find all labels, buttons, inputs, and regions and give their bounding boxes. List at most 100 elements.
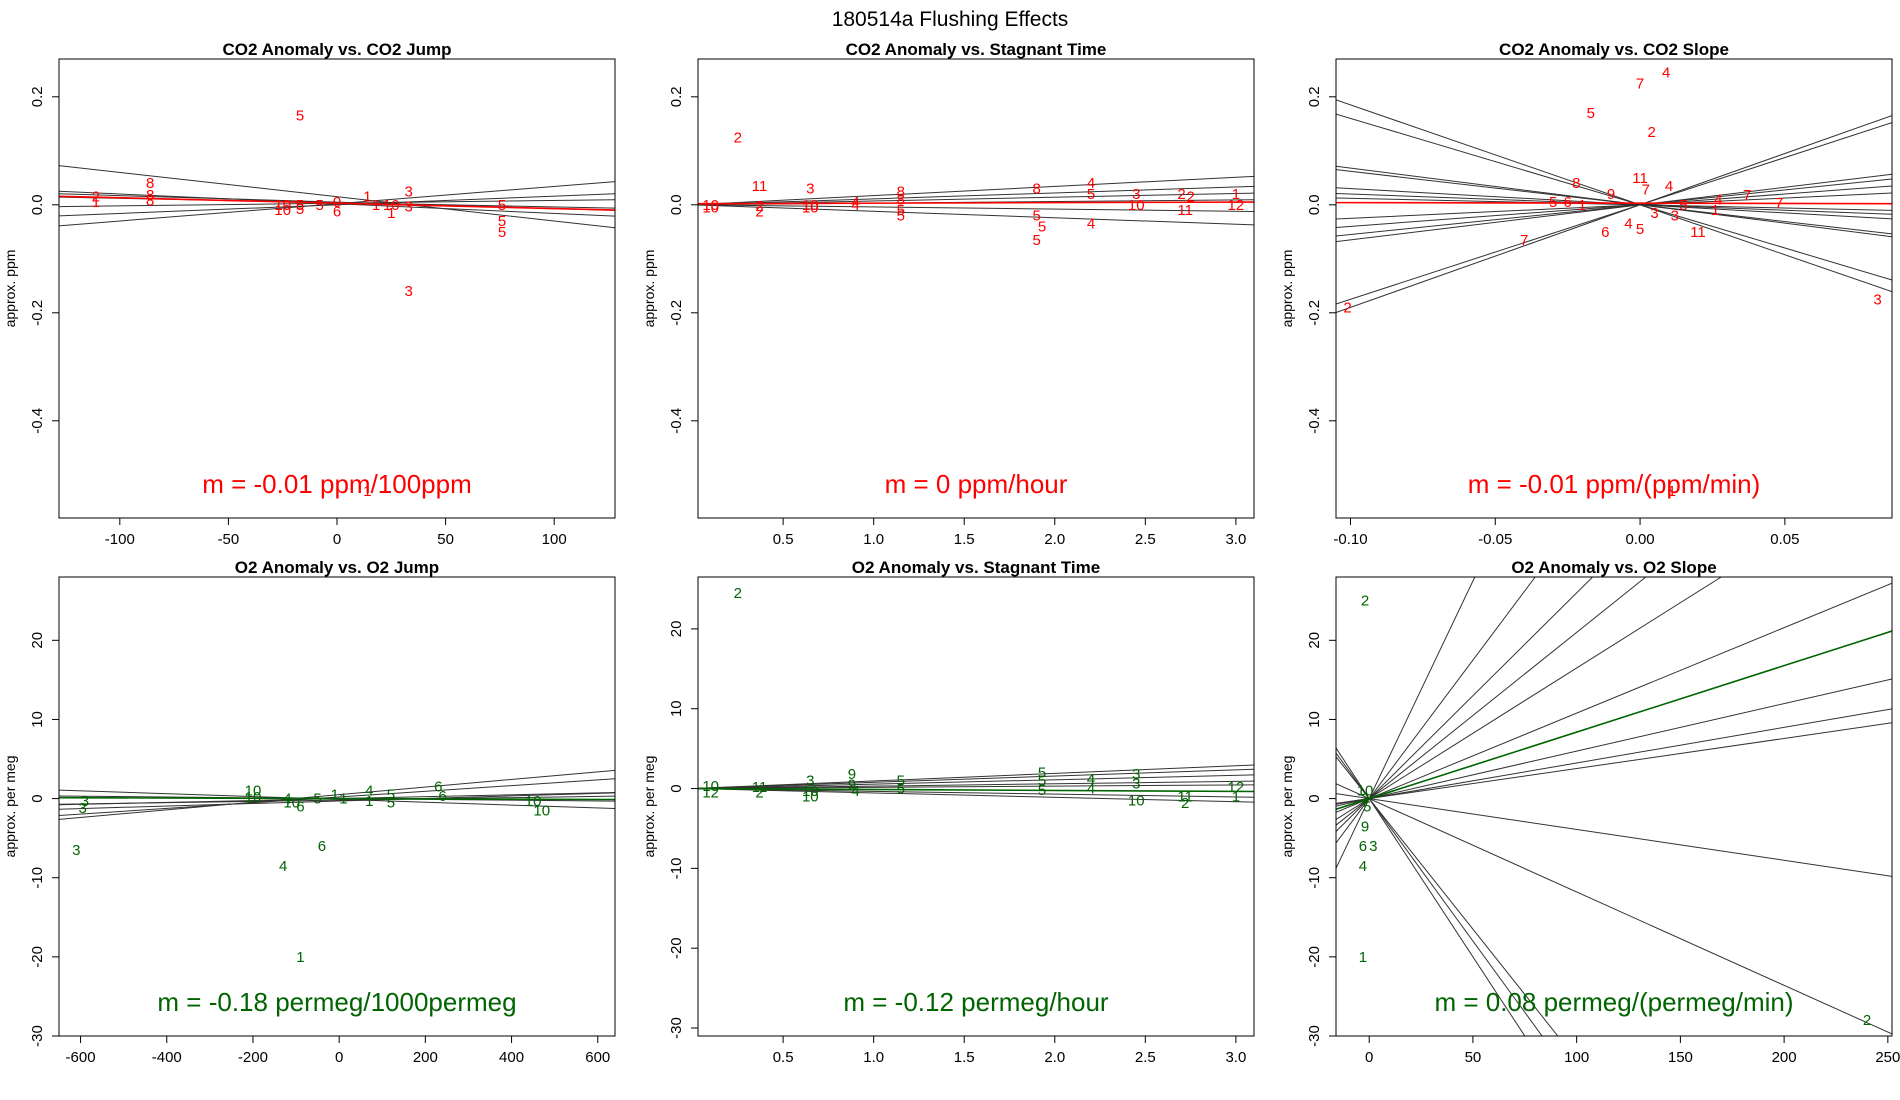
fit-line xyxy=(698,204,1254,212)
point-label: 1 xyxy=(1232,789,1240,806)
panel-title: CO2 Anomaly vs. CO2 Jump xyxy=(223,40,452,59)
point-label: 6 xyxy=(1563,194,1571,211)
x-tick-label: 2.5 xyxy=(1135,1049,1156,1066)
y-tick-label: -20 xyxy=(668,937,685,959)
point-label: 4 xyxy=(1087,216,1095,233)
point-label: 5 xyxy=(1087,186,1095,203)
x-tick-label: 0 xyxy=(335,1049,343,1066)
point-label: 5 xyxy=(387,787,395,804)
point-label: 11 xyxy=(1177,202,1193,219)
point-label: 11 xyxy=(1690,224,1706,241)
fit-line xyxy=(1336,113,1892,281)
point-label: 7 xyxy=(1775,195,1783,212)
point-label: 10 xyxy=(802,197,819,214)
fit-line xyxy=(1336,99,1892,293)
x-tick-label: 0 xyxy=(333,531,341,548)
point-label: 2 xyxy=(755,785,763,802)
point-label: 5 xyxy=(313,791,321,808)
slope-annotation: m = -0.01 ppm/(ppm/min) xyxy=(1468,469,1761,499)
y-tick-label: 10 xyxy=(1306,711,1323,728)
point-label: 1 xyxy=(339,791,347,808)
fit-line xyxy=(1336,752,1543,1036)
x-tick-label: 150 xyxy=(1668,1049,1693,1066)
point-label: 5 xyxy=(296,197,304,214)
point-label: 2 xyxy=(755,203,763,220)
point-label: 2 xyxy=(755,198,763,215)
fit-line xyxy=(59,769,615,820)
y-axis-label: approx. per meg xyxy=(2,756,18,858)
fit-line xyxy=(59,795,615,805)
point-label: 5 xyxy=(897,208,905,225)
point-label: 7 xyxy=(1636,75,1644,92)
point-label: 5 xyxy=(296,201,304,218)
x-tick-label: 1.0 xyxy=(863,531,884,548)
y-tick-label: 0.2 xyxy=(29,86,46,107)
fit-line xyxy=(698,788,1254,803)
point-label: 6 xyxy=(318,838,326,855)
point-label: 10 xyxy=(702,197,719,214)
fit-line xyxy=(698,204,1254,226)
fit-line xyxy=(698,784,1254,790)
fit-line xyxy=(1336,678,1892,807)
x-tick-label: 0.5 xyxy=(773,1049,794,1066)
x-tick-label: -600 xyxy=(66,1049,96,1066)
fit-lines xyxy=(698,175,1254,226)
point-label: 4 xyxy=(1624,216,1632,233)
point-label: 5 xyxy=(1636,221,1644,238)
y-tick-label: 20 xyxy=(29,632,46,649)
fit-line xyxy=(1336,192,1892,220)
point-label: 12 xyxy=(702,785,719,802)
fit-lines xyxy=(1336,577,1892,1036)
fit-line-overall xyxy=(1336,201,1892,205)
x-tick-label: 1.5 xyxy=(954,531,975,548)
point-label: 4 xyxy=(851,197,859,214)
x-tick-label: 3.0 xyxy=(1225,1049,1246,1066)
fit-line xyxy=(1336,577,1476,869)
point-label: 5 xyxy=(315,197,323,214)
point-label: 1 xyxy=(387,205,395,222)
point-label: 1 xyxy=(1359,949,1367,966)
y-tick-label: -30 xyxy=(1306,1025,1323,1047)
y-tick-label: -20 xyxy=(1306,946,1323,968)
x-tick-label: 0.5 xyxy=(773,531,794,548)
y-tick-label: -0.4 xyxy=(1306,408,1323,434)
point-label: 7 xyxy=(1520,232,1528,249)
point-label: 4 xyxy=(1662,65,1670,82)
point-label: 9 xyxy=(1361,818,1369,835)
fit-line xyxy=(1336,783,1892,1035)
point-label: 5 xyxy=(1038,782,1046,799)
point-label: 10 xyxy=(1128,197,1145,214)
panel-title: O2 Anomaly vs. O2 Slope xyxy=(1511,558,1716,577)
point-label: 1 xyxy=(1232,186,1240,203)
x-tick-label: 3.0 xyxy=(1225,531,1246,548)
panel-title: CO2 Anomaly vs. Stagnant Time xyxy=(846,40,1107,59)
y-tick-label: -0.4 xyxy=(668,408,685,434)
y-tick-label: -30 xyxy=(29,1025,46,1047)
panel-title: CO2 Anomaly vs. CO2 Slope xyxy=(1499,40,1729,59)
point-label: 4 xyxy=(1087,771,1095,788)
point-label: 10 xyxy=(245,789,262,806)
y-tick-label: 20 xyxy=(1306,632,1323,649)
point-label: 1 xyxy=(365,793,373,810)
y-tick-label: 0 xyxy=(1306,794,1323,802)
y-tick-label: -30 xyxy=(668,1017,685,1039)
point-label: 10 xyxy=(702,200,719,217)
point-label: 10 xyxy=(802,789,819,806)
fit-line xyxy=(698,764,1254,789)
y-tick-label: 0.2 xyxy=(1306,86,1323,107)
fit-line xyxy=(1336,577,1722,820)
point-label: 8 xyxy=(1572,175,1580,192)
x-tick-label: 50 xyxy=(437,531,454,548)
fit-line xyxy=(1336,793,1892,877)
fit-line xyxy=(698,780,1254,789)
point-label: 1 xyxy=(1711,202,1719,219)
point-label: 9 xyxy=(1607,186,1615,203)
fit-line-overall xyxy=(698,201,1254,205)
panel-title: O2 Anomaly vs. O2 Jump xyxy=(235,558,439,577)
point-label: 3 xyxy=(405,283,413,300)
